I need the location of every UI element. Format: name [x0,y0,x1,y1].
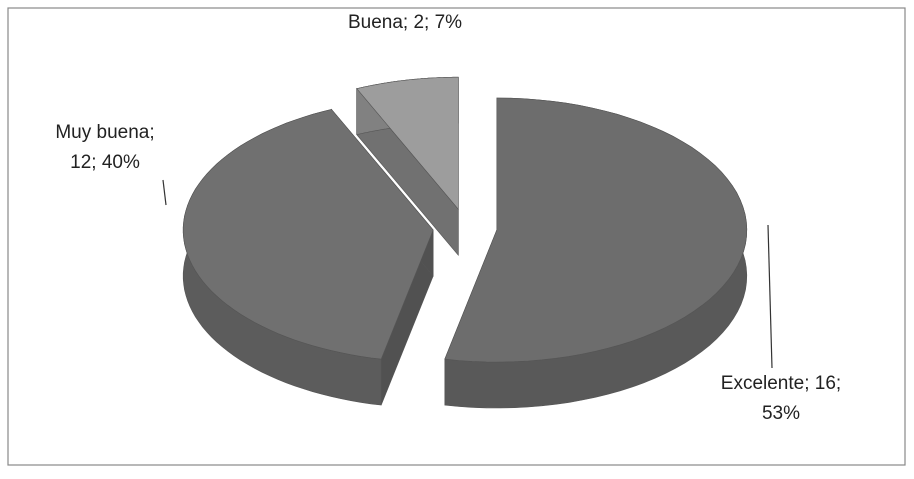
leader-line [162,179,167,206]
leader-line [767,224,773,369]
pie-slice [444,97,748,409]
data-label: 12; 40% [70,152,140,173]
data-label: Muy buena; [55,122,154,143]
data-label: Excelente; 16; [721,373,841,394]
data-label: 53% [762,403,800,424]
pie-slice [182,108,434,406]
pie [182,76,748,409]
data-label: Buena; 2; 7% [348,12,462,33]
pie-slice [356,76,459,257]
slice-top [182,109,434,360]
slice-top [356,76,459,211]
slice-top [444,97,748,363]
